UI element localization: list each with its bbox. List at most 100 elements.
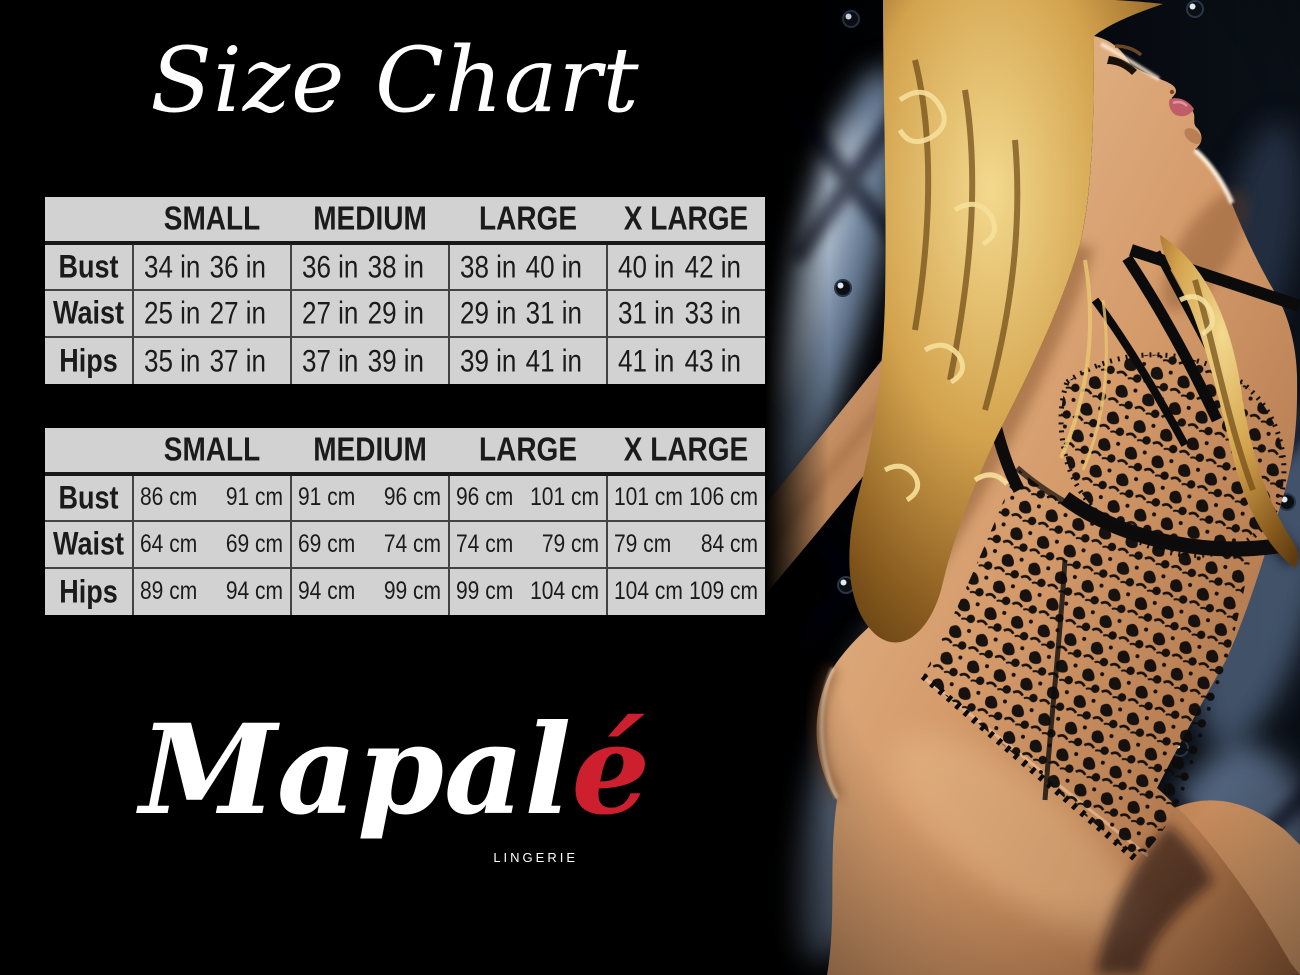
- row-label: Bust: [45, 474, 134, 522]
- col-header-medium: MEDIUM: [291, 428, 449, 476]
- size-cell: 39 in 41 in: [448, 336, 608, 384]
- measure-value: 25 in: [144, 294, 201, 331]
- measure-value: 91 cm: [298, 483, 356, 511]
- col-header-label: LARGE: [479, 199, 577, 237]
- model-photo: [765, 0, 1300, 975]
- brand-logo: Mapalé LINGERIE: [0, 698, 790, 890]
- measure-value: 94 cm: [298, 577, 356, 605]
- info-panel: Size Chart SMALL MEDIUM LARGE X LARGE Bu…: [0, 28, 790, 890]
- row-label-text: Hips: [59, 573, 118, 610]
- col-header-label: MEDIUM: [313, 430, 427, 468]
- col-header-large: LARGE: [449, 428, 607, 476]
- measure-value: 106 cm: [689, 483, 758, 511]
- size-table-inches: SMALL MEDIUM LARGE X LARGE Bust 34 in 36 …: [45, 197, 765, 384]
- corner-cell: [45, 197, 133, 245]
- measure-value: 33 in: [684, 294, 741, 331]
- measure-value: 69 cm: [298, 529, 356, 558]
- size-cell: 104 cm 109 cm: [606, 567, 765, 615]
- size-cell: 101 cm 106 cm: [606, 474, 765, 522]
- col-header-small: SMALL: [133, 197, 291, 245]
- measure-value: 29 in: [460, 294, 517, 331]
- measure-value: 27 in: [209, 294, 266, 331]
- page-title: Size Chart: [150, 28, 640, 133]
- size-cell: 29 in 31 in: [448, 289, 608, 338]
- measure-value: 35 in: [144, 342, 201, 379]
- size-cell: 69 cm 74 cm: [290, 520, 450, 569]
- measure-value: 36 in: [302, 248, 359, 285]
- size-cell: 40 in 42 in: [606, 243, 765, 291]
- measure-value: 42 in: [684, 248, 741, 285]
- measure-value: 64 cm: [140, 529, 198, 558]
- col-header-label: LARGE: [479, 430, 577, 468]
- measure-value: 74 cm: [383, 529, 441, 558]
- col-header-label: SMALL: [163, 199, 261, 237]
- col-header-medium: MEDIUM: [291, 197, 449, 245]
- table-row-waist: Waist 64 cm 69 cm 69 cm 74 cm 74 cm 79 cm 7…: [45, 520, 765, 569]
- model-photo-illustration: [765, 0, 1300, 975]
- measure-value: 89 cm: [140, 577, 198, 605]
- size-cell: 99 cm 104 cm: [448, 567, 608, 615]
- size-cell: 94 cm 99 cm: [290, 567, 450, 615]
- row-label: Waist: [45, 289, 134, 338]
- measure-value: 74 cm: [456, 529, 514, 558]
- size-cell: 74 cm 79 cm: [448, 520, 608, 569]
- size-cell: 79 cm 84 cm: [606, 520, 765, 569]
- measure-value: 34 in: [144, 248, 201, 285]
- measure-value: 31 in: [525, 294, 582, 331]
- row-label: Waist: [45, 520, 134, 569]
- size-cell: 89 cm 94 cm: [132, 567, 292, 615]
- size-cell: 64 cm 69 cm: [132, 520, 292, 569]
- table-row-hips: Hips 35 in 37 in 37 in 39 in 39 in 41 in 41…: [45, 336, 765, 384]
- brand-tagline: LINGERIE: [493, 850, 578, 865]
- row-label-text: Bust: [58, 248, 119, 285]
- measure-value: 79 cm: [541, 529, 599, 558]
- row-label: Bust: [45, 243, 134, 291]
- size-table-centimeters: SMALL MEDIUM LARGE X LARGE Bust 86 cm 91 …: [45, 428, 765, 615]
- size-cell: 35 in 37 in: [132, 336, 292, 384]
- size-cell: 96 cm 101 cm: [448, 474, 608, 522]
- col-header-xlarge: X LARGE: [607, 428, 765, 476]
- brand-wordmark-main: Mapal: [139, 698, 572, 843]
- table-row-hips: Hips 89 cm 94 cm 94 cm 99 cm 99 cm 104 cm 1…: [45, 567, 765, 615]
- measure-value: 104 cm: [614, 577, 683, 605]
- measure-value: 39 in: [460, 342, 517, 379]
- row-label-text: Hips: [59, 342, 118, 379]
- measure-value: 86 cm: [140, 483, 198, 511]
- measure-value: 37 in: [209, 342, 266, 379]
- measure-value: 27 in: [302, 294, 359, 331]
- size-cell: 91 cm 96 cm: [290, 474, 450, 522]
- size-cell: 37 in 39 in: [290, 336, 450, 384]
- row-label-text: Waist: [52, 525, 124, 562]
- row-label: Hips: [45, 567, 134, 615]
- measure-value: 99 cm: [383, 577, 441, 605]
- size-cell: 38 in 40 in: [448, 243, 608, 291]
- measure-value: 29 in: [367, 294, 424, 331]
- col-header-xlarge: X LARGE: [607, 197, 765, 245]
- measure-value: 101 cm: [614, 483, 683, 511]
- measure-value: 38 in: [367, 248, 424, 285]
- corner-cell: [45, 428, 133, 476]
- table-row-waist: Waist 25 in 27 in 27 in 29 in 29 in 31 in 3…: [45, 289, 765, 338]
- col-header-label: X LARGE: [623, 430, 749, 468]
- photo-vignette: [765, 0, 1300, 975]
- brand-wordmark: Mapalé: [0, 698, 790, 843]
- row-label-text: Waist: [52, 294, 124, 331]
- measure-value: 94 cm: [225, 577, 283, 605]
- measure-value: 91 cm: [225, 483, 283, 511]
- table-row-bust: Bust 34 in 36 in 36 in 38 in 38 in 40 in 40…: [45, 243, 765, 291]
- size-cell: 34 in 36 in: [132, 243, 292, 291]
- size-cell: 41 in 43 in: [606, 336, 765, 384]
- row-label-text: Bust: [58, 479, 119, 516]
- col-header-label: X LARGE: [623, 199, 749, 237]
- col-header-small: SMALL: [133, 428, 291, 476]
- size-cell: 25 in 27 in: [132, 289, 292, 338]
- size-cell: 86 cm 91 cm: [132, 474, 292, 522]
- table-row-bust: Bust 86 cm 91 cm 91 cm 96 cm 96 cm 101 cm 1…: [45, 474, 765, 522]
- measure-value: 40 in: [618, 248, 675, 285]
- measure-value: 96 cm: [383, 483, 441, 511]
- measure-value: 31 in: [618, 294, 675, 331]
- measure-value: 41 in: [525, 342, 582, 379]
- col-header-label: SMALL: [163, 430, 261, 468]
- measure-value: 40 in: [525, 248, 582, 285]
